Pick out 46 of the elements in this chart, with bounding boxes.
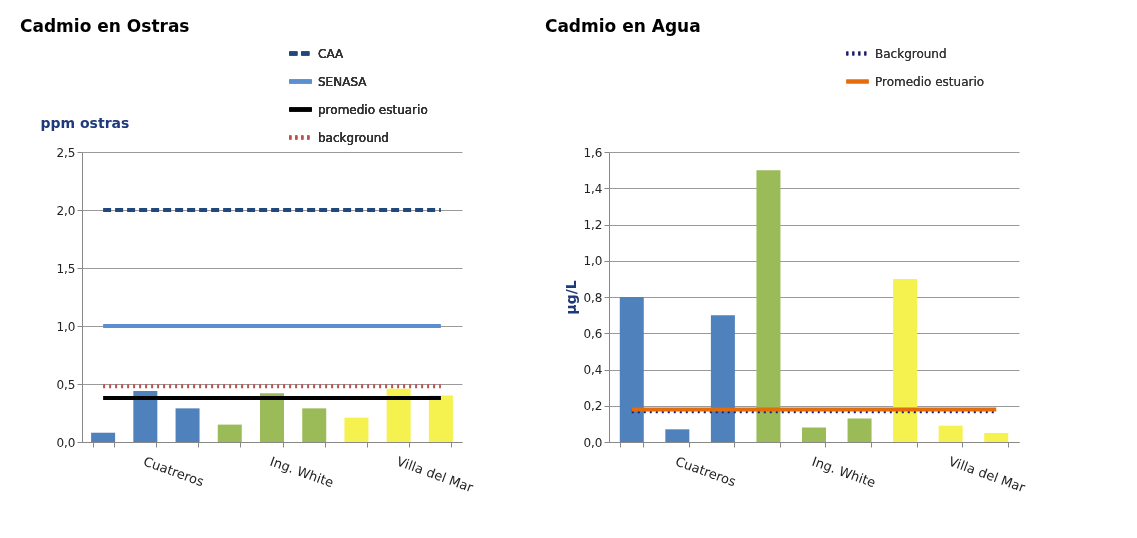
y-tick-label: 0,0 (56, 435, 76, 450)
y-tick-label: 0,8 (583, 290, 603, 305)
y-tick-label: 1,4 (583, 181, 603, 196)
bar (938, 425, 963, 442)
x-tick-label: Villa del Mar (946, 453, 1028, 496)
bar (133, 390, 158, 442)
y-tick-label: 0,0 (583, 435, 603, 450)
bar (91, 432, 116, 442)
legend-label: SENASA (318, 74, 368, 89)
x-tick-label: Ing. White (268, 453, 336, 491)
legend-label: CAA (318, 46, 344, 61)
bar (893, 278, 918, 442)
y-axis-title: ppm ostras (40, 114, 130, 131)
y-tick-label: 1,0 (583, 254, 603, 269)
y-tick-label: 2,5 (56, 145, 76, 160)
chart-title: Cadmio en Agua (544, 16, 701, 36)
y-tick-label: 2,0 (56, 203, 76, 218)
bar (344, 417, 369, 442)
bar (710, 315, 735, 442)
legend-label: promedio estuario (318, 102, 428, 117)
bar (802, 427, 826, 442)
bar (619, 297, 644, 442)
x-tick-label: Ing. White (810, 453, 878, 491)
bar (175, 408, 200, 442)
legend-label: background (318, 130, 389, 145)
y-axis-title: µg/L (563, 280, 580, 315)
y-tick-label: 1,2 (583, 218, 603, 232)
bar (386, 388, 411, 442)
y-tick-label: 1,0 (56, 319, 76, 334)
legend-label: Background (875, 46, 947, 61)
y-tick-label: 1,6 (583, 145, 603, 160)
bar (756, 170, 781, 442)
y-tick-label: 1,5 (56, 261, 76, 276)
legend-label: Promedio estuario (875, 74, 985, 89)
y-tick-label: 0,5 (56, 377, 76, 392)
bar (984, 432, 1009, 442)
chart-title: Cadmio en Ostras (20, 16, 190, 36)
bar (217, 424, 242, 442)
bar (428, 395, 453, 442)
y-tick-label: 0,4 (583, 363, 603, 377)
y-tick-label: 0,6 (583, 326, 603, 341)
bar (847, 418, 872, 442)
bar (302, 408, 327, 442)
x-tick-label: Villa del Mar (394, 453, 476, 496)
y-tick-label: 0,2 (583, 399, 603, 414)
bar (665, 429, 690, 442)
